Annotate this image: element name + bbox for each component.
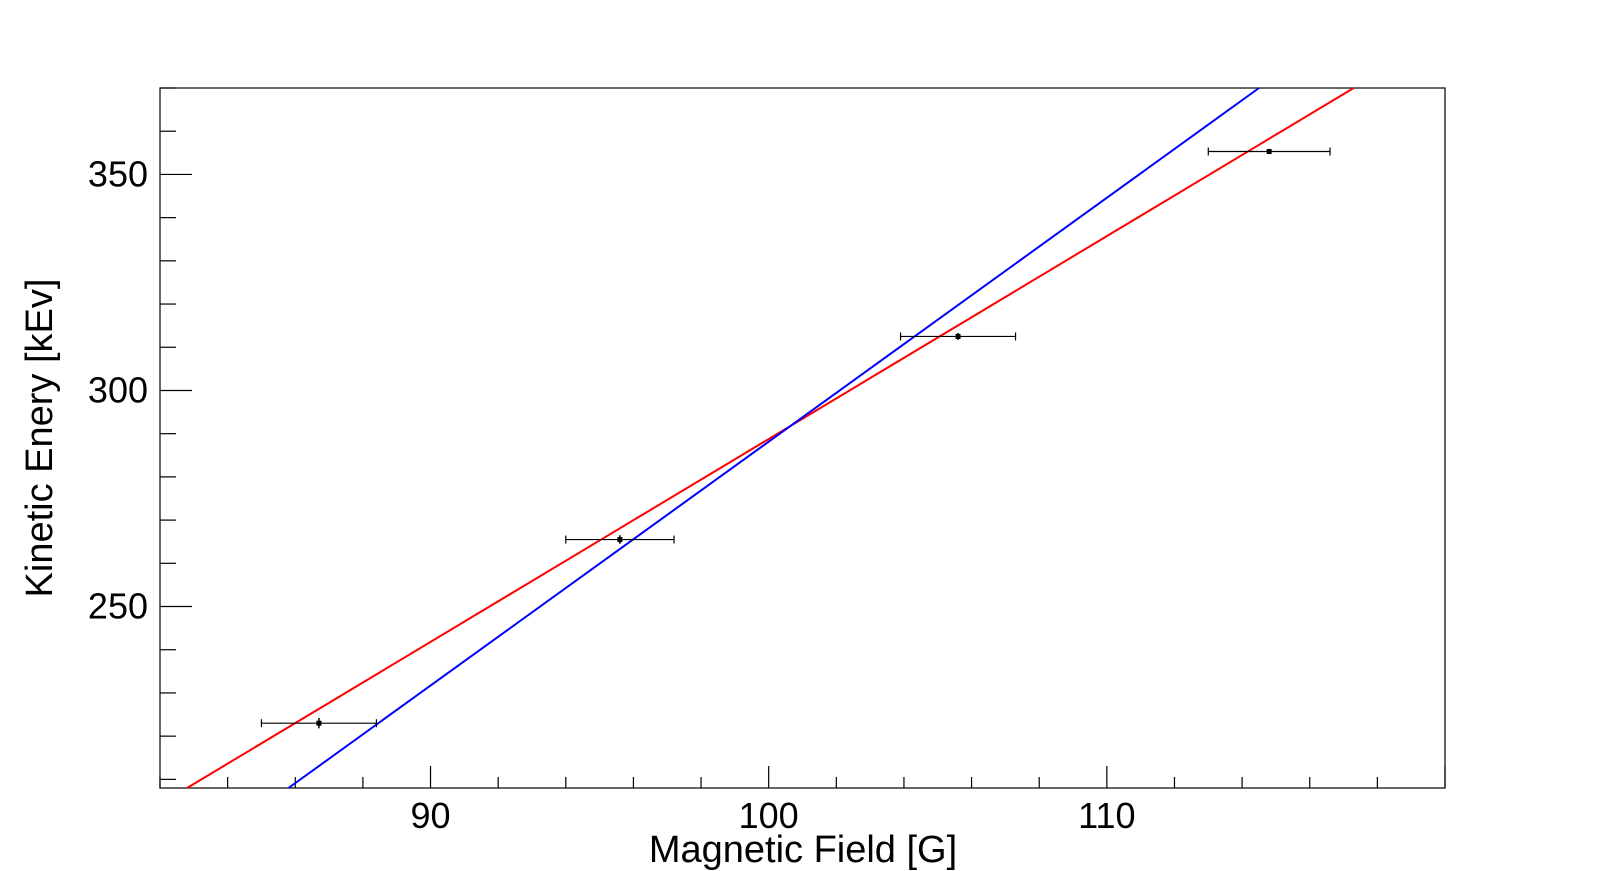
x-axis-ticks: 90 100 110 <box>159 766 1446 836</box>
plot-frame <box>159 87 1446 789</box>
data-point <box>1207 147 1331 156</box>
x-tick-label: 90 <box>411 795 451 836</box>
data-point <box>260 718 378 729</box>
fit-line <box>287 87 1260 789</box>
x-axis-title: Magnetic Field [G] <box>649 829 957 871</box>
data-point <box>565 535 675 544</box>
data-marker <box>1266 149 1272 155</box>
x-tick-label: 100 <box>739 795 799 836</box>
y-axis-ticks: 250 300 350 <box>88 87 192 780</box>
x-tick-label: 110 <box>1078 795 1135 836</box>
data-points <box>260 147 1331 729</box>
y-tick-label: 350 <box>88 153 148 194</box>
fit-lines <box>186 87 1355 789</box>
data-marker <box>955 333 961 339</box>
fit-line <box>186 87 1355 789</box>
y-tick-label: 300 <box>88 369 148 410</box>
y-tick-label: 250 <box>88 586 148 627</box>
y-axis-title: Kinetic Enery [kEv] <box>19 279 61 598</box>
data-marker <box>617 537 623 543</box>
data-point <box>899 332 1017 341</box>
data-marker <box>316 720 322 726</box>
